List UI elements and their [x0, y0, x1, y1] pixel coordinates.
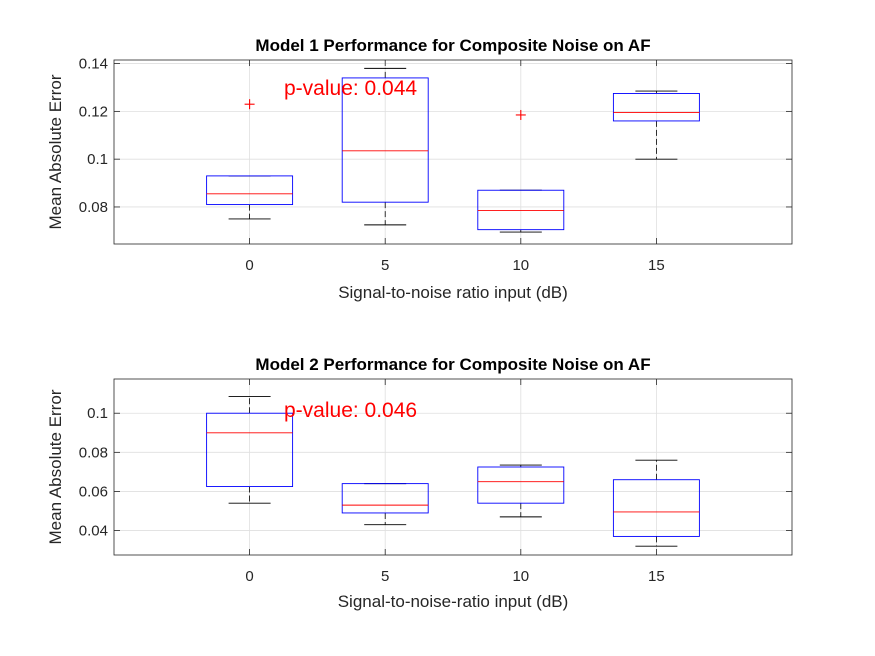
y-tick-label: 0.14 — [79, 56, 108, 73]
axes-frame — [113, 59, 793, 245]
x-tick-label: 5 — [381, 568, 389, 585]
box-group — [206, 67, 700, 233]
tick-group: 0 5 10 15 0.08 0.1 0.12 0.14 — [79, 56, 792, 274]
y-axis-label: Mean Absolute Error — [46, 389, 65, 544]
y-tick-label: 0.04 — [79, 523, 108, 540]
x-tick-label: 0 — [245, 257, 253, 274]
y-tick-label: 0.1 — [87, 151, 108, 168]
p-value-annotation: p-value: 0.044 — [284, 77, 417, 100]
y-tick-label: 0.08 — [79, 444, 108, 461]
x-tick-label: 10 — [512, 257, 529, 274]
x-tick-label: 0 — [245, 568, 253, 585]
y-tick-label: 0.12 — [79, 103, 108, 120]
box-iqr — [206, 175, 294, 206]
box-group — [206, 396, 700, 547]
box-iqr — [477, 189, 565, 231]
box-iqr — [206, 412, 294, 488]
chart-panel-2: 0 5 10 15 0.04 0.06 0.08 0.1 Model 2 Performanc… — [46, 355, 793, 611]
axes-frame — [113, 378, 793, 556]
chart-title: Model 1 Performance for Composite Noise … — [255, 36, 650, 55]
grid-lines — [114, 379, 792, 555]
x-tick-label: 5 — [381, 257, 389, 274]
y-axis-label: Mean Absolute Error — [46, 74, 65, 229]
box-iqr — [612, 93, 700, 122]
x-tick-label: 15 — [648, 257, 665, 274]
box-iqr — [477, 466, 565, 504]
y-tick-label: 0.08 — [79, 199, 108, 216]
x-tick-label: 10 — [512, 568, 529, 585]
box-iqr — [341, 483, 429, 514]
y-tick-label: 0.1 — [87, 405, 108, 422]
tick-group: 0 5 10 15 0.04 0.06 0.08 0.1 — [79, 379, 792, 585]
y-tick-label: 0.06 — [79, 483, 108, 500]
x-tick-label: 15 — [648, 568, 665, 585]
grid-lines — [114, 60, 792, 244]
x-axis-label: Signal-to-noise-ratio input (dB) — [338, 592, 569, 611]
x-axis-label: Signal-to-noise ratio input (dB) — [338, 283, 568, 302]
chart-panel-1: 0 5 10 15 0.08 0.1 0.12 0.14 Model 1 Performanc… — [46, 36, 793, 302]
box-iqr — [612, 479, 700, 537]
chart-title: Model 2 Performance for Composite Noise … — [255, 355, 650, 374]
box-iqr — [341, 77, 429, 203]
p-value-annotation: p-value: 0.046 — [284, 399, 417, 422]
